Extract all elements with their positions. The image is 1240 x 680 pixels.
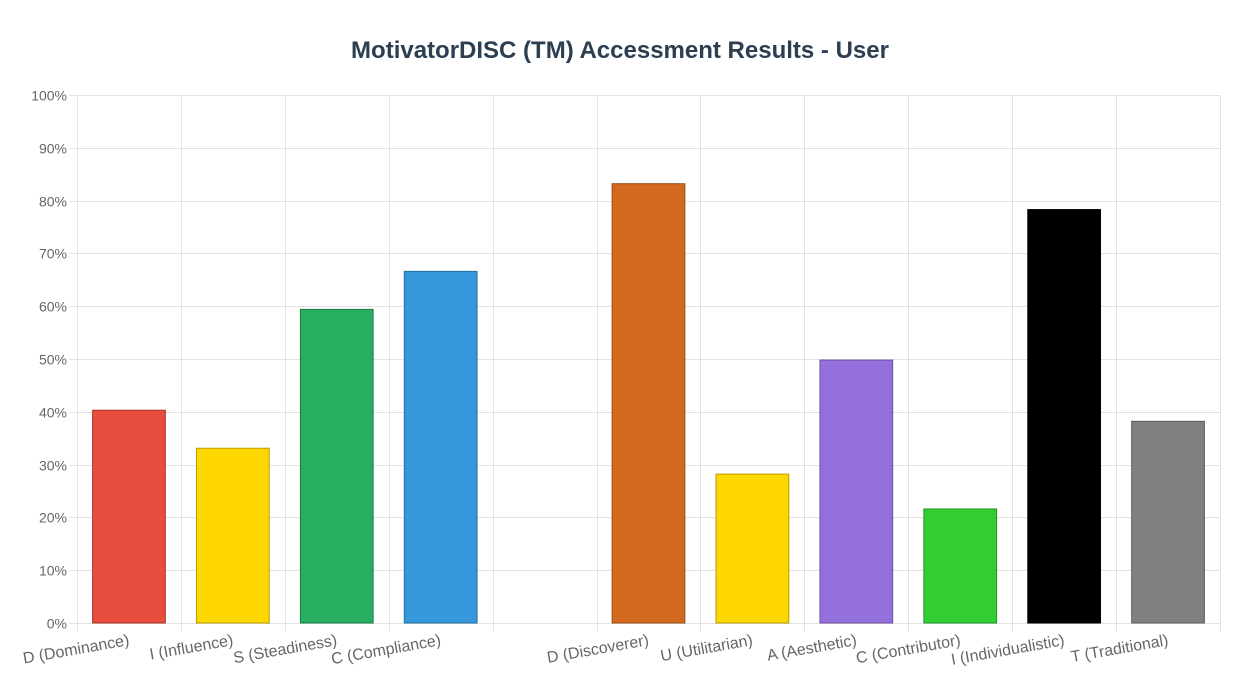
bar — [299, 308, 374, 624]
bar-layer — [92, 183, 1205, 624]
bar — [715, 473, 790, 624]
x-axis-ticks: D (Dominance) I (Influence)S (Steadiness)… — [22, 632, 1170, 669]
x-tick-label: T (Traditional) — [1070, 632, 1170, 666]
y-tick-label: 30% — [39, 458, 67, 474]
x-tick-label: I (Influence) — [148, 632, 234, 663]
x-tick-label: A (Aesthetic) — [766, 632, 858, 664]
bar — [92, 409, 166, 624]
bar — [819, 359, 894, 624]
x-tick-label: I (Individualistic) — [950, 632, 1066, 669]
y-tick-label: 40% — [39, 405, 67, 421]
bar — [923, 508, 998, 624]
grid-layer — [69, 95, 1221, 631]
bar — [1131, 420, 1205, 624]
bar — [611, 183, 686, 624]
y-tick-label: 80% — [39, 194, 67, 210]
y-tick-label: 90% — [39, 141, 67, 157]
bar — [1027, 209, 1102, 624]
chart-title: MotivatorDISC (TM) Accessment Results - … — [351, 37, 889, 64]
x-tick-label: C (Compliance) — [330, 632, 442, 668]
y-axis-ticks: 0% 10% 20% 30% 40% 50% 60% 70% 80% 90% 100% — [31, 88, 67, 632]
y-tick-label: 50% — [39, 352, 67, 368]
x-tick-label: C (Contributor) — [855, 632, 962, 667]
y-tick-label: 100% — [31, 88, 67, 104]
y-tick-label: 70% — [39, 246, 67, 262]
bar — [195, 447, 270, 624]
x-tick-label: D (Dominance) — [22, 632, 131, 667]
bar — [403, 270, 478, 624]
y-tick-label: 60% — [39, 299, 67, 315]
y-tick-label: 10% — [39, 563, 67, 579]
y-tick-label: 20% — [39, 510, 67, 526]
x-tick-label: U (Utilitarian) — [659, 632, 754, 665]
x-tick-label: D (Discoverer) — [546, 632, 651, 667]
x-tick-label: S (Steadiness) — [232, 632, 338, 667]
y-tick-label: 0% — [47, 616, 67, 632]
